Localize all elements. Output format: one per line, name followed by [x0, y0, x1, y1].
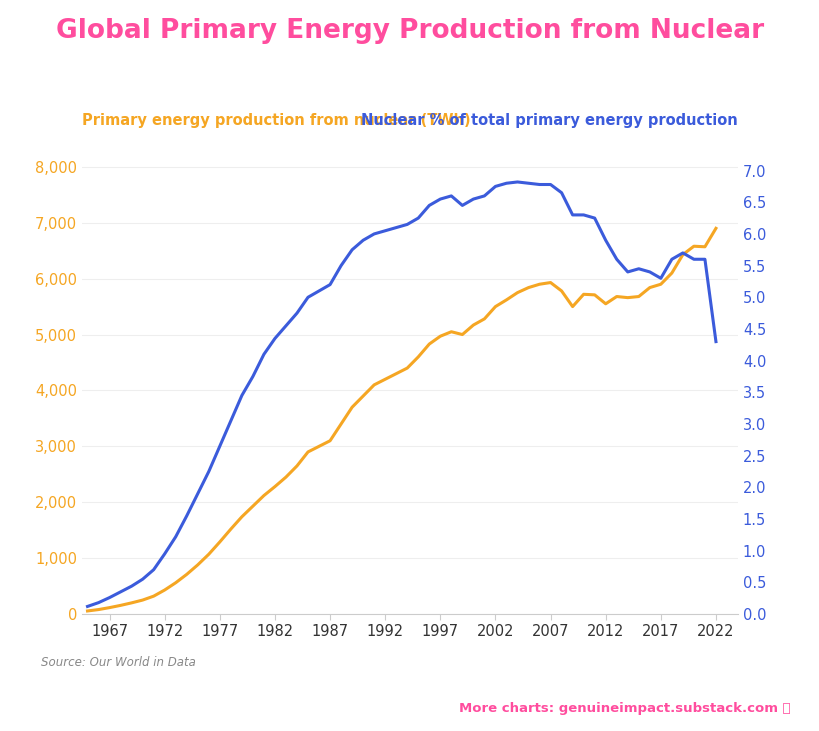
Text: Primary energy production from nuclear (TWh): Primary energy production from nuclear (… — [82, 113, 470, 129]
Text: Nuclear % of total primary energy production: Nuclear % of total primary energy produc… — [361, 113, 737, 129]
Text: Source: Our World in Data: Source: Our World in Data — [41, 656, 196, 669]
Text: Global Primary Energy Production from Nuclear: Global Primary Energy Production from Nu… — [56, 18, 763, 45]
Text: More charts: genuineimpact.substack.com 👉: More charts: genuineimpact.substack.com … — [459, 702, 790, 715]
